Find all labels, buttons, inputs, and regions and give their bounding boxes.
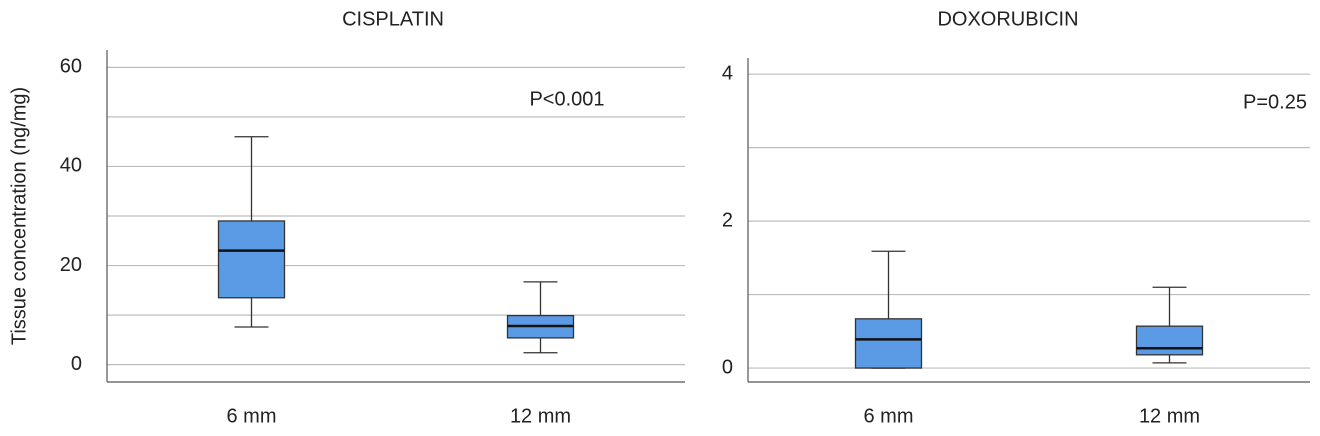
box bbox=[217, 220, 286, 299]
annotation: P=0.25 bbox=[1243, 91, 1307, 113]
y-tick-label: 2 bbox=[722, 209, 733, 231]
y-tick-label: 0 bbox=[71, 353, 82, 375]
annotation: P<0.001 bbox=[529, 88, 604, 110]
x-tick-label: 6 mm bbox=[864, 405, 914, 427]
y-tick-label: 20 bbox=[60, 254, 82, 276]
y-tick-label: 60 bbox=[60, 56, 82, 78]
x-tick-label: 12 mm bbox=[510, 405, 571, 427]
x-tick-label: 12 mm bbox=[1139, 405, 1200, 427]
box bbox=[1135, 325, 1204, 356]
box bbox=[854, 318, 923, 369]
y-tick-label: 4 bbox=[722, 62, 733, 84]
y-tick-label: 40 bbox=[60, 155, 82, 177]
y-axis-label: Tissue concentration (ng/mg) bbox=[8, 87, 30, 345]
chart-title: DOXORUBICIN bbox=[937, 8, 1078, 30]
x-tick-label: 6 mm bbox=[227, 405, 277, 427]
y-tick-label: 0 bbox=[722, 356, 733, 378]
chart-title: CISPLATIN bbox=[342, 8, 444, 30]
